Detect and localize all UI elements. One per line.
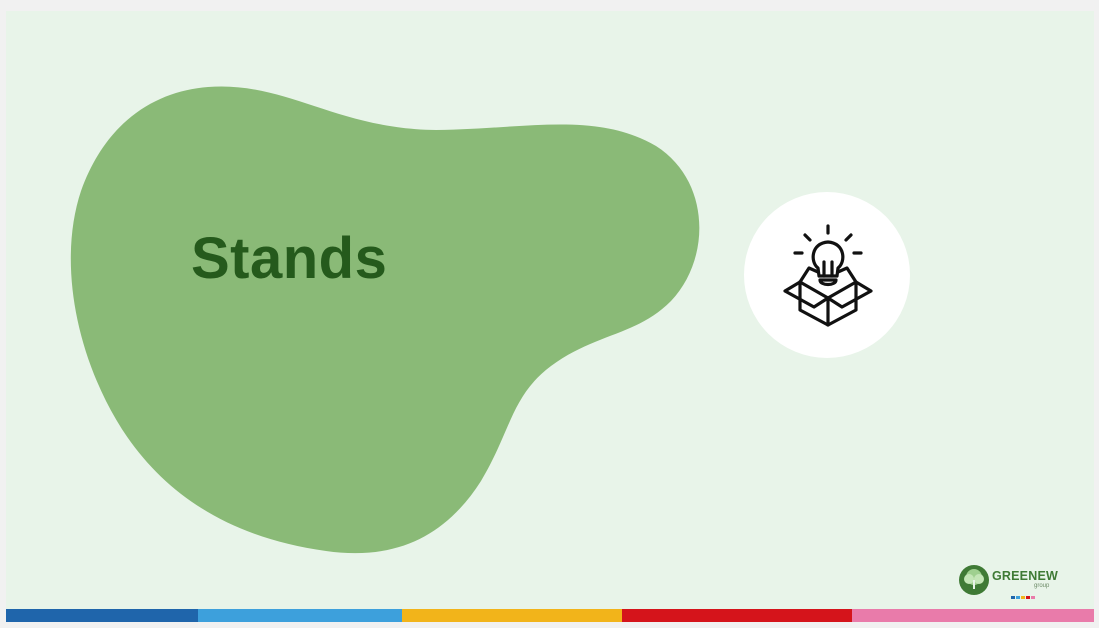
green-blob-shape (70, 86, 700, 554)
lightbulb-in-open-box-icon (783, 224, 873, 327)
stripe-segment-blue (6, 609, 198, 622)
bottom-color-stripe (6, 609, 1094, 622)
logo-wordmark: GREENEW (992, 569, 1058, 583)
company-logo: GREENEW group (959, 565, 1059, 599)
slide-title: Stands (191, 226, 388, 291)
slide: Stands GRE (6, 11, 1094, 622)
logo-subtext: group (1034, 583, 1050, 589)
stripe-segment-pink (852, 609, 1094, 622)
tree-icon (959, 565, 989, 595)
stripe-segment-red (622, 609, 852, 622)
icon-circle (744, 192, 910, 358)
stripe-segment-yellow (402, 609, 622, 622)
stripe-segment-light-blue (198, 609, 402, 622)
logo-color-dots (1011, 586, 1036, 599)
